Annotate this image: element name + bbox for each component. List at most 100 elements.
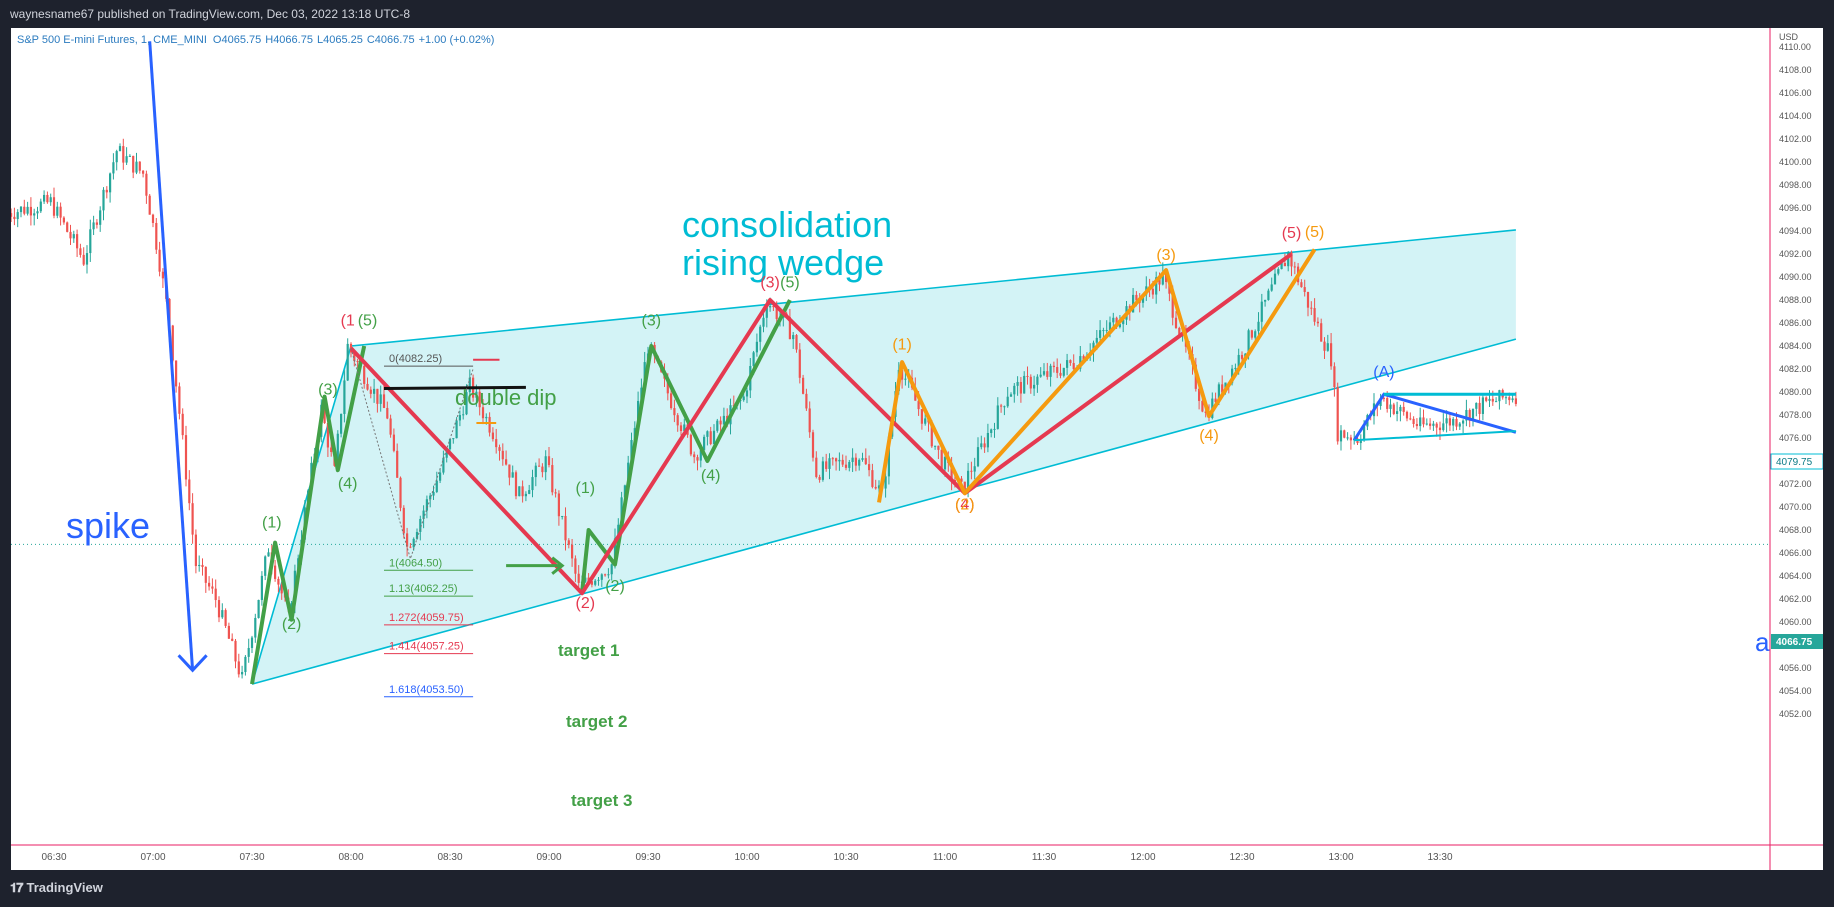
candle-body (1217, 384, 1220, 403)
time-tick-label: 10:30 (833, 852, 858, 863)
candle-body (673, 408, 676, 416)
orange-impulse (877, 248, 1317, 503)
candle-body (828, 458, 831, 469)
candle-body (538, 465, 541, 467)
candle-body (835, 458, 838, 462)
candle-body (231, 638, 234, 641)
candle-body (373, 388, 376, 394)
candle-body (604, 574, 607, 576)
candle-body (930, 422, 933, 447)
candle-body (617, 524, 620, 539)
candle-body (1267, 290, 1270, 300)
candle-body (1468, 409, 1471, 421)
tradingview-logo[interactable]: 𝟏𝟕 TradingView (10, 880, 103, 896)
candle-body (1016, 381, 1019, 386)
candle-body (432, 491, 435, 496)
candle-body (868, 464, 871, 471)
candle-body (1033, 384, 1036, 389)
candle-body (221, 610, 224, 618)
wave-label: (2) (576, 595, 596, 612)
wave-label: (4) (955, 496, 975, 513)
candle-body (1445, 418, 1448, 424)
candle-body (937, 445, 940, 450)
candle-body (1405, 411, 1409, 419)
time-tick-label: 09:30 (635, 852, 660, 863)
candle-body (1396, 411, 1399, 414)
candle-body (128, 155, 131, 157)
candle-body (382, 394, 386, 408)
candle-body (630, 440, 633, 463)
wave-drawings (148, 41, 1517, 685)
tradingview-logo-icon: 𝟏𝟕 (10, 880, 24, 895)
candle-body (920, 409, 923, 424)
candle-body (712, 430, 716, 445)
wave-label: (5) (1305, 224, 1325, 241)
candle-body (613, 538, 617, 565)
candle-body (1471, 408, 1475, 421)
price-tick-label: 4072.00 (1779, 479, 1812, 489)
candle-body (26, 206, 29, 214)
time-tick-label: 09:00 (536, 852, 561, 863)
candle-body (967, 470, 970, 491)
candle-body (557, 493, 560, 517)
candle-body (89, 229, 92, 254)
candle-body (795, 335, 798, 350)
candle-body (112, 162, 115, 174)
candle-body (1438, 427, 1442, 431)
candle-body (1422, 417, 1425, 425)
candle-body (1488, 398, 1491, 401)
candle-body (1171, 293, 1174, 318)
candle-body (1046, 371, 1049, 377)
candle-body (366, 383, 369, 390)
candle-body (590, 581, 593, 585)
candle-body (505, 459, 508, 465)
symbol-legend: S&P 500 E-mini Futures, 1, CME_MINI O4065… (17, 34, 494, 46)
double-dip-line (383, 385, 526, 390)
candle-body (274, 565, 277, 579)
price-chart[interactable]: 0(4082.25) 1(4064.50) 1.13(4062.25) 1.272(4… (11, 28, 1823, 870)
candle-body (234, 640, 237, 662)
candle-body (1122, 319, 1125, 325)
price-tick-label: 4092.00 (1779, 249, 1812, 259)
candle-body (990, 429, 993, 434)
candle-body (514, 472, 518, 497)
price-tick-label: 4080.00 (1779, 387, 1812, 397)
fib-level-label: 1.414(4057.25) (389, 641, 464, 653)
candle-body (340, 413, 343, 434)
candle-body (544, 456, 547, 473)
price-tick-label: 4052.00 (1779, 709, 1812, 719)
candle-body (1221, 384, 1224, 393)
candle-body (871, 470, 874, 487)
candle-body (524, 493, 527, 497)
time-tick-label: 07:00 (140, 852, 165, 863)
candle-body (66, 222, 69, 232)
candle-body (171, 325, 174, 361)
candle-body (1399, 406, 1402, 412)
candle-body (1290, 252, 1293, 267)
candle-body (62, 217, 65, 223)
chart-area[interactable]: 0(4082.25) 1(4064.50) 1.13(4062.25) 1.272(4… (11, 28, 1823, 870)
price-tick-label: 4108.00 (1779, 65, 1812, 75)
candle-body (864, 458, 867, 465)
candle-body (1442, 423, 1445, 431)
candle-body (594, 580, 597, 585)
candle-body (1359, 439, 1362, 444)
candle-body (465, 392, 468, 415)
candle-body (1323, 341, 1326, 351)
candle-body (1250, 330, 1253, 338)
candle-body (1392, 404, 1395, 414)
wave-label: (1) (576, 480, 596, 497)
axes: USD 4052.004054.004056.004058.004060.004… (11, 28, 1823, 870)
red-wave-line (349, 252, 1293, 596)
candle-body (356, 361, 359, 363)
candle-body (993, 428, 996, 430)
price-tick-label: 4064.00 (1779, 571, 1812, 581)
price-tick-label: 4076.00 (1779, 433, 1812, 443)
wedge-left-line (251, 345, 352, 685)
candle-body (330, 447, 333, 453)
candle-body (19, 206, 23, 213)
candle-body (76, 234, 79, 249)
candle-body (1066, 360, 1069, 368)
candle-body (1029, 376, 1032, 389)
candle-body (769, 306, 772, 308)
